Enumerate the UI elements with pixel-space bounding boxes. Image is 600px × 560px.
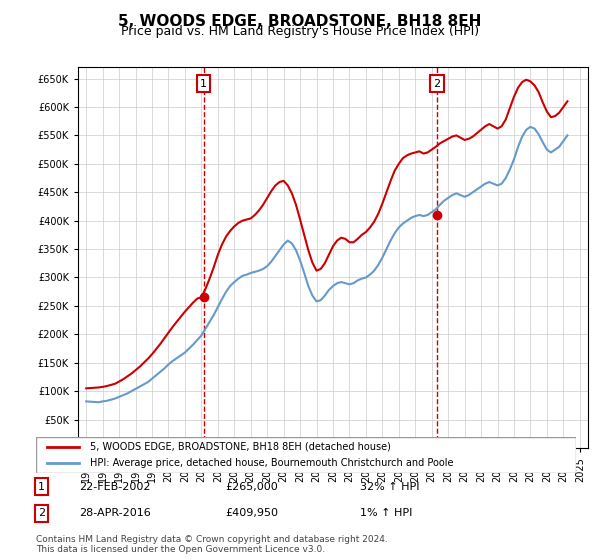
Text: 1: 1 [200,78,207,88]
Text: Contains HM Land Registry data © Crown copyright and database right 2024.
This d: Contains HM Land Registry data © Crown c… [36,535,388,554]
Text: £409,950: £409,950 [225,508,278,518]
Text: 5, WOODS EDGE, BROADSTONE, BH18 8EH: 5, WOODS EDGE, BROADSTONE, BH18 8EH [118,14,482,29]
Text: Price paid vs. HM Land Registry's House Price Index (HPI): Price paid vs. HM Land Registry's House … [121,25,479,38]
Text: 32% ↑ HPI: 32% ↑ HPI [360,482,419,492]
Text: 1% ↑ HPI: 1% ↑ HPI [360,508,412,518]
Text: 28-APR-2016: 28-APR-2016 [79,508,151,518]
Text: 1: 1 [38,482,45,492]
Text: HPI: Average price, detached house, Bournemouth Christchurch and Poole: HPI: Average price, detached house, Bour… [90,458,454,468]
Text: £265,000: £265,000 [225,482,278,492]
FancyBboxPatch shape [36,437,576,473]
Text: 5, WOODS EDGE, BROADSTONE, BH18 8EH (detached house): 5, WOODS EDGE, BROADSTONE, BH18 8EH (det… [90,442,391,452]
Text: 2: 2 [433,78,440,88]
Text: 22-FEB-2002: 22-FEB-2002 [79,482,151,492]
Text: 2: 2 [38,508,45,518]
